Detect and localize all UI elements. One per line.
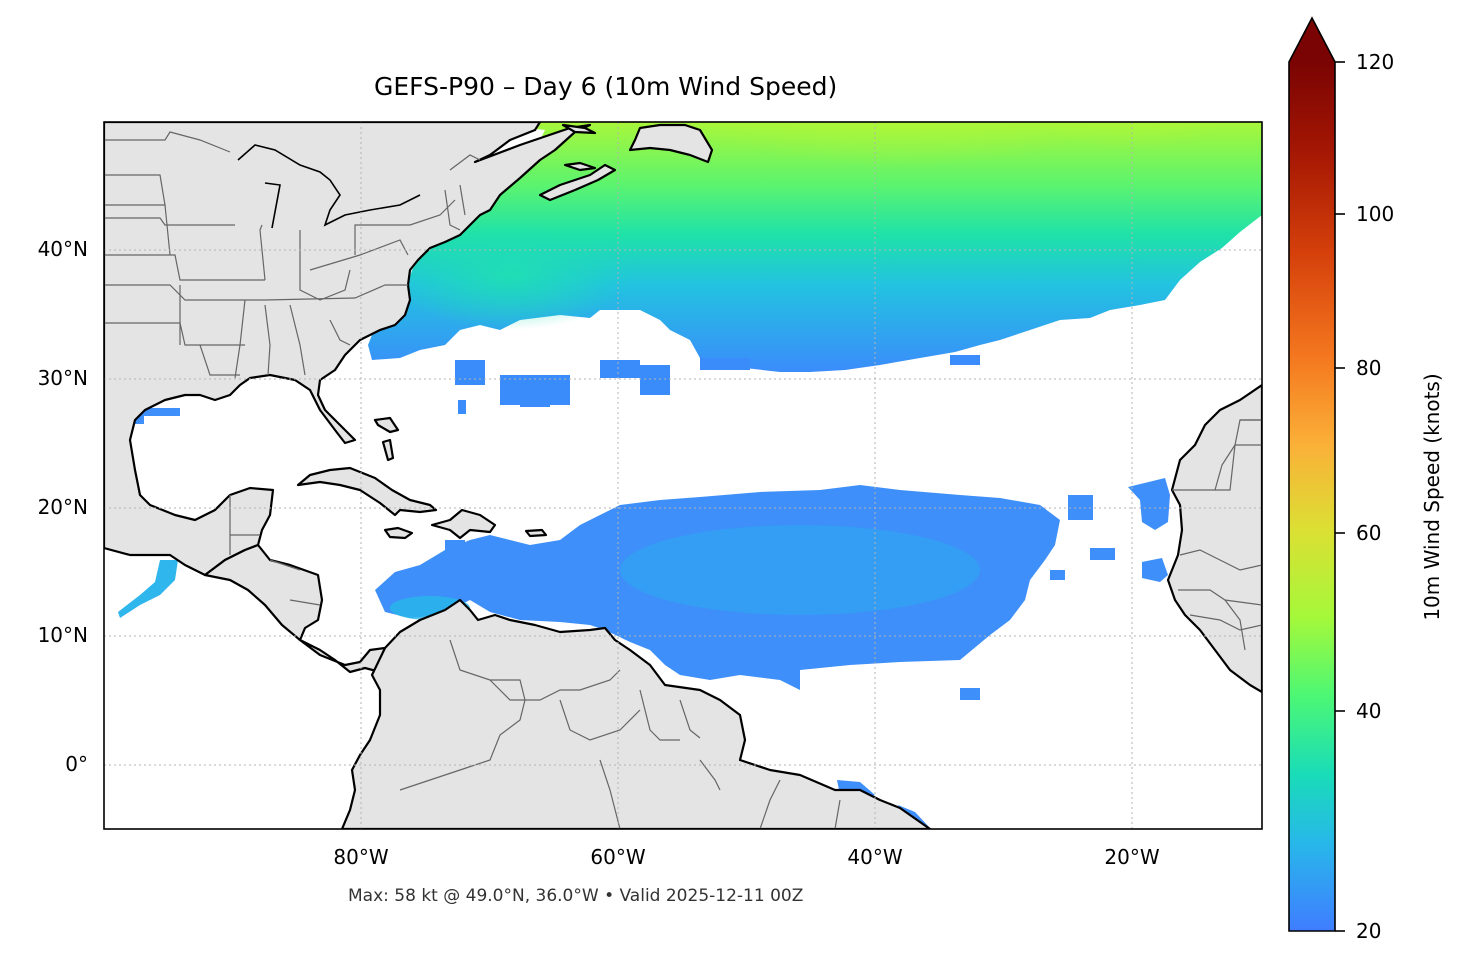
chart-title: GEFS-P90 – Day 6 (10m Wind Speed) xyxy=(374,72,838,101)
colorbar-extend-arrow xyxy=(1289,18,1335,62)
colorbar xyxy=(1288,16,1345,932)
bahamas-land-2 xyxy=(381,438,395,462)
north-america-land xyxy=(104,122,592,577)
graticule xyxy=(104,122,1262,829)
bahamas-land xyxy=(373,416,400,434)
political-borders xyxy=(104,131,1262,829)
hispaniola-land xyxy=(430,508,497,540)
cbar-tick-80: 80 xyxy=(1356,356,1382,380)
y-tick-0: 0° xyxy=(65,752,88,776)
great-lakes-coastline xyxy=(237,144,421,229)
west-africa-wind-patches xyxy=(1128,478,1170,582)
cbar-tick-20: 20 xyxy=(1356,919,1382,943)
cbar-tick-100: 100 xyxy=(1356,202,1395,226)
puerto-rico-land xyxy=(524,528,548,538)
jamaica-land xyxy=(383,526,414,540)
y-tick-10n: 10°N xyxy=(37,623,88,647)
cuba-land xyxy=(296,466,438,517)
central-america-land xyxy=(203,543,392,674)
gulf-mexico-wind-patches xyxy=(134,408,180,424)
wind-peak-area xyxy=(680,122,1120,215)
newfoundland-land xyxy=(628,123,714,164)
x-tick-20w: 20°W xyxy=(1104,845,1160,869)
cbar-tick-60: 60 xyxy=(1356,521,1382,545)
wind-peak-secondary xyxy=(1040,122,1220,177)
y-tick-20n: 20°N xyxy=(37,495,88,519)
cbar-tick-40: 40 xyxy=(1356,699,1382,723)
chart-subtitle: Max: 58 kt @ 49.0°N, 36.0°W • Valid 2025… xyxy=(348,886,804,906)
map-area xyxy=(104,122,1262,829)
anticosti-land xyxy=(561,123,597,135)
colorbar-label: 10m Wind Speed (knots) xyxy=(1420,373,1444,621)
east-coast-wind-area xyxy=(390,220,630,330)
tropical-core xyxy=(620,525,980,615)
tehuantepec-wind-field xyxy=(118,560,178,618)
colorbar-gradient xyxy=(1289,62,1335,931)
pei-land xyxy=(563,161,597,172)
x-tick-80w: 80°W xyxy=(333,845,389,869)
colorbar-ticks xyxy=(1335,61,1345,932)
x-tick-40w: 40°W xyxy=(847,845,903,869)
cbar-tick-120: 120 xyxy=(1356,50,1395,74)
nova-scotia-land xyxy=(538,163,617,202)
map-frame xyxy=(103,121,1263,830)
scattered-wind-patches xyxy=(455,355,980,414)
x-tick-60w: 60°W xyxy=(590,845,646,869)
y-tick-30n: 30°N xyxy=(37,366,88,390)
y-tick-40n: 40°N xyxy=(37,237,88,261)
